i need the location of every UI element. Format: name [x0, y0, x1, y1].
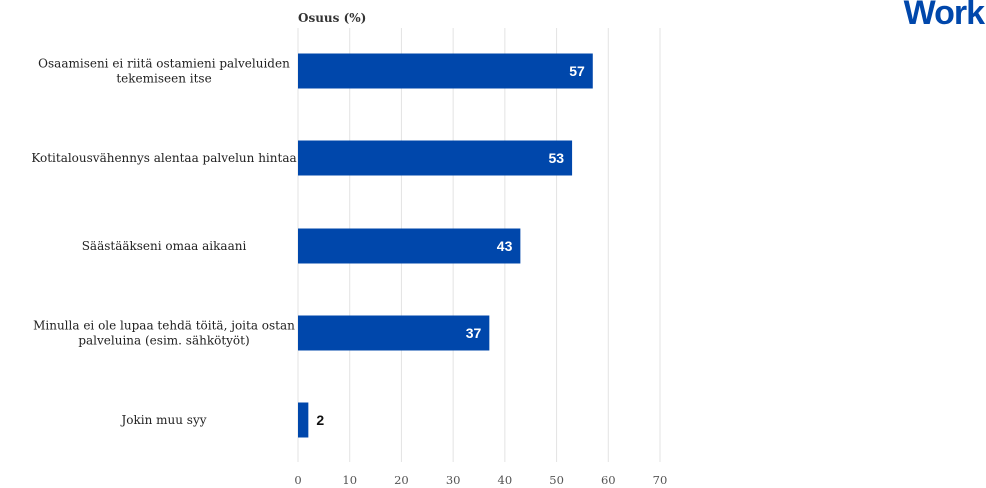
bar-value-label: 53: [549, 150, 565, 166]
bar-value-label: 57: [569, 63, 585, 79]
category-label-line: Jokin muu syy: [119, 413, 206, 427]
category-label-line: Minulla ei ole lupaa tehdä töitä, joita …: [33, 319, 295, 333]
brand-logo: Work: [903, 0, 985, 32]
category-label-line: tekemiseen itse: [116, 72, 211, 86]
category-label-line: Osaamiseni ei riitä ostamieni palveluide…: [38, 57, 290, 71]
chart-title: Osuus (%): [298, 11, 366, 25]
category-label: Kotitalousvähennys alentaa palvelun hint…: [31, 151, 296, 165]
bar-value-label: 43: [497, 238, 513, 254]
x-tick-labels: 0 10 20 30 40 50 60 70: [294, 473, 667, 487]
bar: [298, 140, 573, 176]
x-tick-label: 10: [342, 473, 357, 487]
category-label: Jokin muu syy: [119, 413, 206, 427]
bar: [298, 53, 593, 89]
category-label-line: Kotitalousvähennys alentaa palvelun hint…: [31, 151, 296, 165]
x-tick-label: 0: [294, 473, 301, 487]
bar-value-label: 2: [316, 412, 324, 428]
x-tick-label: 50: [549, 473, 564, 487]
bar: [298, 402, 309, 438]
bar-value-label: 37: [466, 325, 482, 341]
x-tick-label: 40: [498, 473, 513, 487]
bar: [298, 228, 521, 264]
category-label-line: palveluina (esim. sähkötyöt): [78, 334, 249, 348]
bar: [298, 315, 490, 351]
x-tick-label: 70: [653, 473, 668, 487]
x-tick-label: 20: [394, 473, 409, 487]
category-labels: Osaamiseni ei riitä ostamieni palveluide…: [31, 57, 296, 428]
category-label: Säästääkseni omaa aikaani: [82, 239, 247, 253]
x-tick-label: 30: [446, 473, 461, 487]
category-label: Minulla ei ole lupaa tehdä töitä, joita …: [33, 319, 295, 348]
bars: 57 53 43 37 2: [298, 53, 593, 438]
category-label-line: Säästääkseni omaa aikaani: [82, 239, 247, 253]
x-tick-label: 60: [601, 473, 616, 487]
category-label: Osaamiseni ei riitä ostamieni palveluide…: [38, 57, 290, 86]
